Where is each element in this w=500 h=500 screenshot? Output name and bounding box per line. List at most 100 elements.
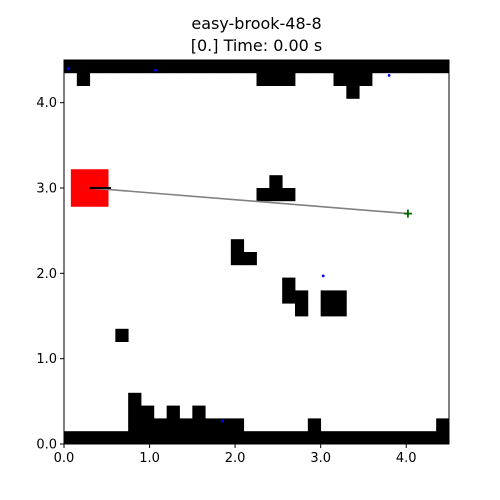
obstacle-cell — [282, 431, 296, 445]
obstacle-cell — [205, 60, 219, 74]
obstacle-cell — [320, 290, 334, 304]
x-tick-label: 1.0 — [139, 451, 160, 466]
plot-title: easy-brook-48-8 — [191, 14, 322, 33]
obstacle-cell — [295, 60, 309, 74]
obstacle-cell — [192, 405, 206, 419]
obstacle-cell — [166, 431, 180, 445]
obstacle-cell — [76, 60, 91, 74]
y-tick-label: 2.0 — [36, 267, 57, 282]
obstacle-cell — [243, 60, 257, 74]
obstacle-layer — [64, 60, 450, 445]
obstacle-cell — [333, 72, 347, 86]
obstacle-cell — [89, 431, 103, 445]
marker-dot — [220, 419, 224, 423]
obstacle-cell — [423, 431, 437, 445]
obstacle-cell — [243, 431, 257, 445]
obstacle-cell — [102, 60, 116, 74]
obstacle-cell — [166, 60, 180, 74]
obstacle-cell — [269, 188, 283, 202]
y-tick-label: 4.0 — [36, 96, 57, 111]
obstacle-cell — [282, 290, 296, 304]
obstacle-cell — [269, 431, 283, 445]
obstacle-cell — [64, 431, 78, 445]
obstacle-cell — [269, 60, 283, 74]
obstacle-cell — [397, 60, 411, 74]
obstacle-cell — [230, 239, 245, 253]
obstacle-cell — [230, 60, 245, 74]
obstacle-cell — [256, 188, 270, 202]
obstacle-cell — [410, 60, 424, 74]
x-axis-ticks: 0.0 1.0 2.0 3.0 4.0 — [54, 444, 417, 466]
y-tick-label: 3.0 — [36, 182, 57, 197]
y-tick-label: 0.0 — [36, 438, 57, 453]
obstacle-cell — [128, 405, 142, 419]
obstacle-cell — [333, 303, 347, 317]
marker-dot — [154, 68, 157, 72]
obstacle-cell — [333, 431, 347, 445]
obstacle-cell — [307, 60, 322, 74]
obstacle-cell — [192, 60, 206, 74]
plot-subtitle: [0.] Time: 0.00 s — [190, 36, 323, 55]
obstacle-cell — [205, 418, 219, 432]
target-marker — [403, 209, 412, 218]
obstacle-cell — [102, 431, 116, 445]
marker-dots — [66, 67, 391, 423]
obstacle-cell — [410, 431, 424, 445]
obstacle-cell — [282, 60, 296, 74]
obstacle-cell — [141, 418, 155, 432]
obstacle-cell — [153, 60, 168, 74]
obstacle-cell — [372, 60, 386, 74]
obstacle-cell — [295, 431, 309, 445]
obstacle-cell — [320, 431, 334, 445]
obstacle-cell — [346, 85, 360, 99]
obstacle-cell — [64, 60, 78, 74]
obstacle-cell — [295, 290, 309, 304]
obstacle-cell — [230, 431, 245, 445]
obstacle-cell — [89, 60, 103, 74]
obstacle-cell — [282, 72, 296, 86]
obstacle-cell — [359, 431, 373, 445]
obstacle-cell — [320, 303, 334, 317]
obstacle-cell — [76, 431, 91, 445]
obstacle-cell — [230, 418, 245, 432]
obstacle-cell — [76, 72, 91, 86]
obstacle-cell — [282, 188, 296, 202]
obstacle-cell — [192, 418, 206, 432]
obstacle-cell — [141, 60, 155, 74]
obstacle-cell — [179, 418, 193, 432]
obstacle-cell — [166, 418, 180, 432]
path-line — [89, 187, 408, 215]
x-tick-label: 3.0 — [310, 451, 331, 466]
obstacle-cell — [372, 431, 386, 445]
x-tick-label: 0.0 — [54, 451, 75, 466]
obstacle-cell — [230, 252, 245, 266]
marker-dot — [66, 67, 70, 70]
obstacle-cell — [153, 431, 168, 445]
x-tick-label: 2.0 — [225, 451, 246, 466]
obstacle-cell — [128, 418, 142, 432]
obstacle-cell — [307, 431, 322, 445]
x-tick-label: 4.0 — [396, 451, 417, 466]
axes-frame — [63, 59, 450, 445]
obstacle-cell — [269, 175, 283, 189]
obstacle-cell — [153, 418, 168, 432]
obstacle-cell — [192, 431, 206, 445]
obstacle-cell — [346, 431, 360, 445]
obstacle-cell — [256, 60, 270, 74]
obstacle-cell — [359, 60, 373, 74]
obstacle-cell — [179, 431, 193, 445]
marker-dot — [387, 73, 391, 77]
obstacle-cell — [141, 431, 155, 445]
obstacle-cell — [256, 431, 270, 445]
obstacle-cell — [205, 431, 219, 445]
obstacle-cell — [115, 431, 129, 445]
obstacle-cell — [218, 431, 232, 445]
obstacle-cell — [384, 431, 399, 445]
obstacle-cell — [141, 405, 155, 419]
obstacle-cell — [436, 60, 450, 74]
obstacle-cell — [166, 405, 180, 419]
obstacle-cell — [128, 60, 142, 74]
obstacle-cell — [218, 418, 232, 432]
